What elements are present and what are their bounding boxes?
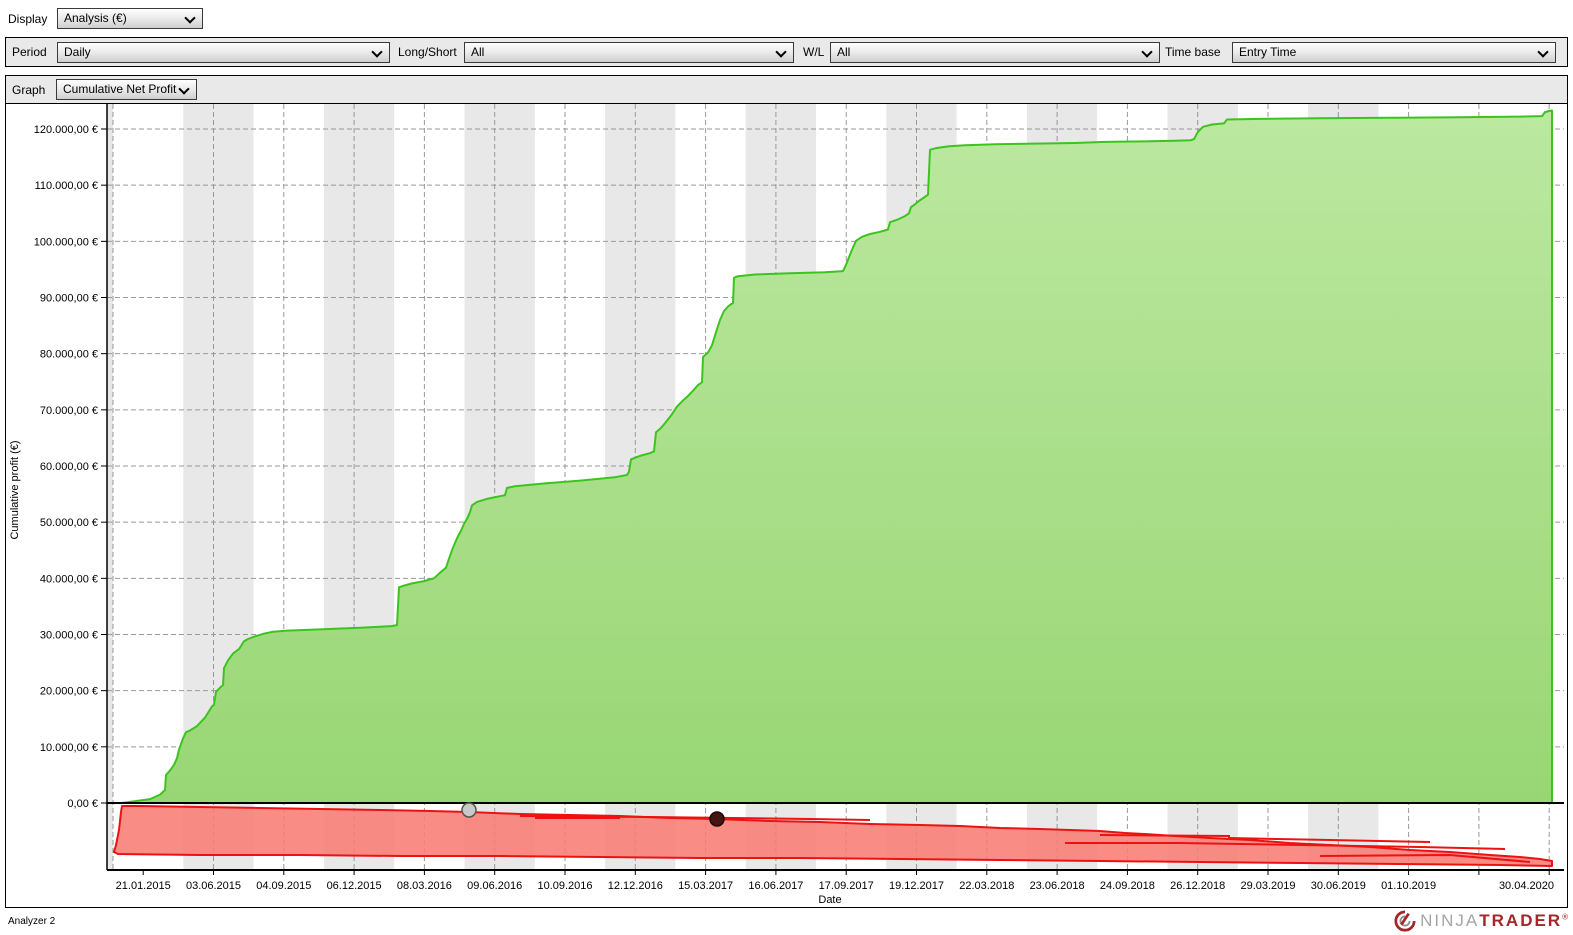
wl-dropdown-value: All: [837, 45, 851, 59]
svg-text:40.000,00 €: 40.000,00 €: [40, 573, 98, 585]
chevron-down-icon: [1538, 47, 1548, 57]
svg-text:12.12.2016: 12.12.2016: [608, 880, 663, 892]
svg-text:17.09.2017: 17.09.2017: [819, 880, 874, 892]
svg-text:30.06.2019: 30.06.2019: [1311, 880, 1366, 892]
svg-text:29.03.2019: 29.03.2019: [1240, 880, 1295, 892]
svg-text:Cumulative profit (€): Cumulative profit (€): [9, 440, 21, 539]
svg-text:03.06.2015: 03.06.2015: [186, 880, 241, 892]
chevron-down-icon: [776, 47, 786, 57]
long-short-label: Long/Short: [398, 45, 457, 59]
time-base-dropdown-value: Entry Time: [1239, 45, 1297, 59]
svg-text:19.12.2017: 19.12.2017: [889, 880, 944, 892]
graph-toolbar: [6, 76, 1567, 104]
period-label: Period: [12, 45, 47, 59]
svg-text:01.10.2019: 01.10.2019: [1381, 880, 1436, 892]
svg-text:26.12.2018: 26.12.2018: [1170, 880, 1225, 892]
svg-text:20.000,00 €: 20.000,00 €: [40, 686, 98, 698]
svg-text:70.000,00 €: 70.000,00 €: [40, 405, 98, 417]
ninjatrader-logo: NINJATRADER®: [1378, 908, 1568, 934]
svg-text:120.000,00 €: 120.000,00 €: [34, 124, 98, 136]
svg-text:23.06.2018: 23.06.2018: [1030, 880, 1085, 892]
chevron-down-icon: [1142, 47, 1152, 57]
ninjatrader-wordmark: NINJATRADER®: [1420, 911, 1568, 931]
registered-mark: ®: [1562, 912, 1568, 922]
svg-text:15.03.2017: 15.03.2017: [678, 880, 733, 892]
period-dropdown-value: Daily: [64, 45, 91, 59]
graph-dropdown[interactable]: Cumulative Net Profit: [56, 79, 197, 100]
period-dropdown[interactable]: Daily: [57, 42, 390, 63]
svg-text:08.03.2016: 08.03.2016: [397, 880, 452, 892]
svg-text:Date: Date: [818, 894, 841, 906]
svg-text:50.000,00 €: 50.000,00 €: [40, 517, 98, 529]
svg-text:60.000,00 €: 60.000,00 €: [40, 461, 98, 473]
chevron-down-icon: [179, 84, 189, 94]
ninjatrader-swoosh-icon: [1394, 910, 1416, 932]
svg-text:09.06.2016: 09.06.2016: [467, 880, 522, 892]
svg-text:06.12.2015: 06.12.2015: [327, 880, 382, 892]
svg-text:90.000,00 €: 90.000,00 €: [40, 293, 98, 305]
drawdown-marker-closed: [709, 811, 725, 827]
graph-label: Graph: [12, 83, 46, 97]
svg-text:80.000,00 €: 80.000,00 €: [40, 349, 98, 361]
window-caption: Analyzer 2: [8, 916, 56, 927]
svg-text:10.09.2016: 10.09.2016: [537, 880, 592, 892]
svg-text:0,00 €: 0,00 €: [67, 798, 98, 810]
time-base-dropdown[interactable]: Entry Time: [1232, 42, 1556, 63]
display-row: Display Analysis (€): [0, 0, 1573, 35]
chevron-down-icon: [372, 47, 382, 57]
long-short-dropdown-value: All: [471, 45, 485, 59]
wl-dropdown[interactable]: All: [830, 42, 1160, 63]
chevron-down-icon: [185, 13, 195, 23]
svg-text:30.04.2020: 30.04.2020: [1499, 880, 1554, 892]
display-label: Display: [8, 12, 48, 26]
svg-text:24.09.2018: 24.09.2018: [1100, 880, 1155, 892]
svg-text:10.000,00 €: 10.000,00 €: [40, 742, 98, 754]
svg-text:21.01.2015: 21.01.2015: [116, 880, 171, 892]
svg-text:22.03.2018: 22.03.2018: [959, 880, 1014, 892]
time-base-label: Time base: [1165, 45, 1221, 59]
wl-label: W/L: [803, 45, 825, 59]
svg-text:100.000,00 €: 100.000,00 €: [34, 236, 98, 248]
svg-text:16.06.2017: 16.06.2017: [748, 880, 803, 892]
brand-ninja: NINJA: [1420, 911, 1480, 930]
brand-trader: TRADER: [1479, 911, 1563, 930]
long-short-dropdown[interactable]: All: [464, 42, 794, 63]
cumulative-profit-chart[interactable]: 0,00 € 10.000,00 € 20.000,00 € 30.000,00 € 4…: [6, 104, 1567, 907]
svg-text:04.09.2015: 04.09.2015: [256, 880, 311, 892]
display-dropdown-value: Analysis (€): [64, 11, 127, 25]
display-dropdown[interactable]: Analysis (€): [57, 8, 203, 29]
svg-text:110.000,00 €: 110.000,00 €: [35, 180, 98, 192]
graph-dropdown-value: Cumulative Net Profit: [63, 82, 177, 96]
svg-text:30.000,00 €: 30.000,00 €: [40, 630, 98, 642]
chart-panel: 0,00 € 10.000,00 € 20.000,00 € 30.000,00 € 4…: [5, 75, 1568, 908]
drawdown-marker-open: [461, 802, 477, 818]
